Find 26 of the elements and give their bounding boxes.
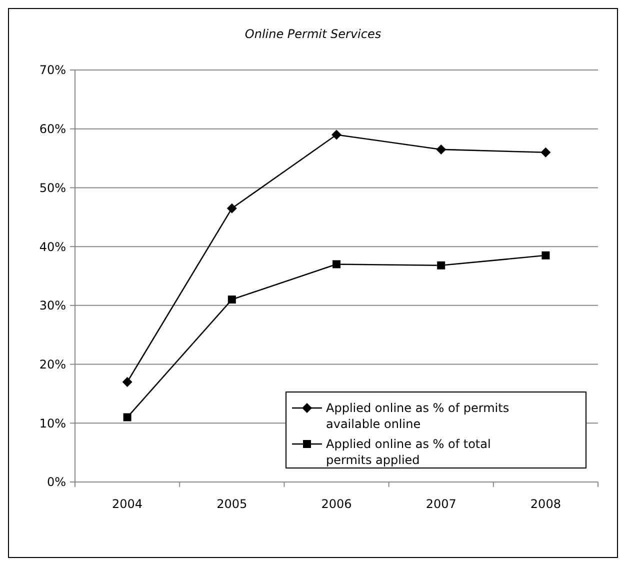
point	[437, 261, 446, 270]
point	[332, 130, 342, 140]
point	[122, 376, 132, 387]
y-tick-label: 40%	[39, 240, 66, 254]
y-tick-label: 20%	[39, 357, 66, 372]
point	[228, 296, 236, 304]
x-tick-label: 2004	[112, 497, 143, 511]
point	[540, 147, 551, 158]
y-tick-label: 0%	[46, 475, 66, 490]
point	[542, 251, 550, 260]
y-tick-label: 50%	[39, 180, 66, 195]
x-tick-label: 2007	[426, 497, 456, 511]
y-tick-label: 30%	[39, 298, 66, 313]
x-tick-label: 2006	[321, 497, 352, 511]
point	[123, 413, 132, 422]
x-tick-label: 2008	[530, 497, 561, 511]
y-tick-label: 10%	[39, 416, 66, 430]
point	[332, 260, 340, 268]
point	[436, 144, 446, 154]
legend-label: Applied online as % of total permits applied	[326, 437, 491, 468]
x-tick-label: 2005	[216, 497, 248, 511]
point	[226, 203, 237, 214]
y-tick-label: 70%	[39, 63, 66, 78]
chart-title: Online Permit Services	[244, 27, 382, 41]
legend-label: Applied online as % of permits available online	[326, 401, 510, 432]
y-tick-label: 60%	[39, 122, 66, 136]
